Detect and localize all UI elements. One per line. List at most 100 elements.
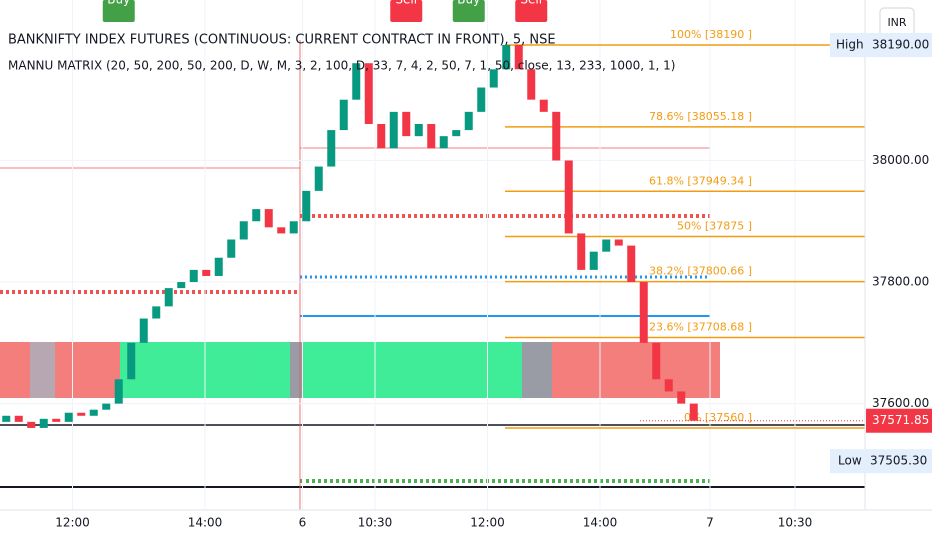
- fib-label: 23.6% [37708.68 ]: [649, 321, 752, 334]
- candle-body: [2, 415, 11, 422]
- fib-label: 100% [38190 ]: [670, 28, 752, 41]
- y-tick-label: 38000.00: [872, 153, 929, 167]
- x-tick-label: 12:00: [470, 516, 505, 530]
- last-price: 37571.85: [872, 413, 929, 427]
- candle-body: [89, 409, 98, 416]
- candle-body: [664, 379, 673, 392]
- x-tick-label: 10:30: [358, 516, 393, 530]
- indicator-caption: MANNU MATRIX (20, 50, 200, 50, 200, D, W…: [8, 59, 675, 73]
- fib-label: 61.8% [37949.34 ]: [649, 174, 752, 187]
- signal-tag: [102, 0, 135, 22]
- candle-body: [114, 379, 123, 404]
- candle-body: [252, 209, 261, 222]
- indicator-band: [0, 342, 720, 398]
- candle-body: [602, 239, 611, 252]
- candle-body: [189, 269, 198, 283]
- candle-body: [402, 111, 411, 137]
- y-tick-label: 37800.00: [872, 275, 929, 289]
- candle-body: [27, 421, 36, 428]
- candle-body: [627, 245, 636, 283]
- candle-body: [39, 418, 48, 428]
- candle-body: [552, 111, 561, 161]
- candle-body: [227, 239, 236, 258]
- annotations: Sell Sell Buy Buy: [102, 0, 548, 22]
- band-green: [302, 342, 522, 398]
- x-tick-label: 6: [299, 516, 307, 530]
- candle-body: [414, 124, 423, 137]
- candle-body: [77, 412, 86, 416]
- band-grey: [30, 342, 55, 398]
- signal-label: Buy: [107, 0, 130, 7]
- candle-body: [202, 269, 211, 276]
- x-tick-label: 14:00: [583, 516, 618, 530]
- x-tick-label: 12:00: [55, 516, 90, 530]
- candle-body: [214, 257, 223, 276]
- candles: [2, 44, 698, 428]
- high-label: High: [836, 37, 864, 51]
- signal-tag: [452, 0, 485, 22]
- candle-body: [177, 282, 186, 289]
- fib-label: 78.6% [38055.18 ]: [649, 110, 752, 123]
- candle-body: [464, 111, 473, 131]
- candle-body: [452, 130, 461, 137]
- candle-body: [389, 111, 398, 149]
- band-grey: [522, 342, 552, 398]
- low-box: [830, 449, 932, 474]
- fib-label: 50% [37875 ]: [677, 219, 752, 232]
- x-tick-label: 10:30: [778, 516, 813, 530]
- candle-body: [52, 418, 61, 422]
- candle-body: [489, 69, 498, 88]
- candle-body: [352, 63, 361, 100]
- candle-body: [689, 403, 698, 421]
- signal-label: Buy: [457, 0, 480, 7]
- candle-body: [502, 44, 511, 70]
- high-box: [830, 32, 932, 57]
- candle-body: [164, 288, 173, 307]
- candle-body: [439, 136, 448, 149]
- candle-body: [514, 44, 523, 70]
- candle-body: [427, 124, 436, 149]
- chart-title: BANKNIFTY INDEX FUTURES (CONTINUOUS: CUR…: [8, 33, 556, 48]
- candle-body: [539, 99, 548, 112]
- candle-body: [639, 282, 648, 343]
- candle-body: [327, 130, 336, 167]
- band-red: [552, 342, 720, 398]
- candle-body: [589, 251, 598, 270]
- candle-body: [677, 391, 686, 404]
- high-value: 38190.00: [872, 37, 929, 51]
- candle-body: [102, 403, 111, 410]
- candle-body: [339, 99, 348, 131]
- candle-body: [289, 221, 298, 234]
- signal-tag: [515, 0, 548, 22]
- candle-body: [652, 342, 661, 380]
- candle-body: [314, 166, 323, 191]
- signal-label: Sell: [520, 0, 542, 7]
- candle-body: [139, 318, 148, 343]
- candle-body: [14, 415, 23, 422]
- x-tick-label: 14:00: [188, 516, 223, 530]
- band-grey: [290, 342, 302, 398]
- candle-body: [564, 160, 573, 234]
- candle-body: [364, 63, 373, 125]
- candle-body: [277, 227, 286, 234]
- decor-lines: [0, 40, 865, 510]
- y-tick-label: 37600.00: [872, 396, 929, 410]
- candle-body: [127, 342, 136, 380]
- candle-body: [527, 69, 536, 100]
- candle-body: [152, 306, 161, 319]
- last-price-box: [866, 408, 932, 433]
- axes: 37600.00 37800.00 38000.00 12:00 14:00 6 10:30…: [55, 153, 929, 530]
- signal-label: Sell: [395, 0, 417, 7]
- currency-label[interactable]: INR: [887, 16, 906, 29]
- grid: [0, 0, 865, 510]
- signal-tag: [390, 0, 423, 22]
- low-value: 37505.30: [870, 454, 927, 468]
- band-red: [0, 342, 120, 398]
- low-label: Low: [838, 454, 862, 468]
- fib-levels: 100% [38190 ] 78.6% [38055.18 ] 61.8% [379…: [505, 28, 865, 429]
- x-tick-label: 7: [706, 516, 714, 530]
- candle-body: [377, 124, 386, 149]
- candle-body: [477, 87, 486, 112]
